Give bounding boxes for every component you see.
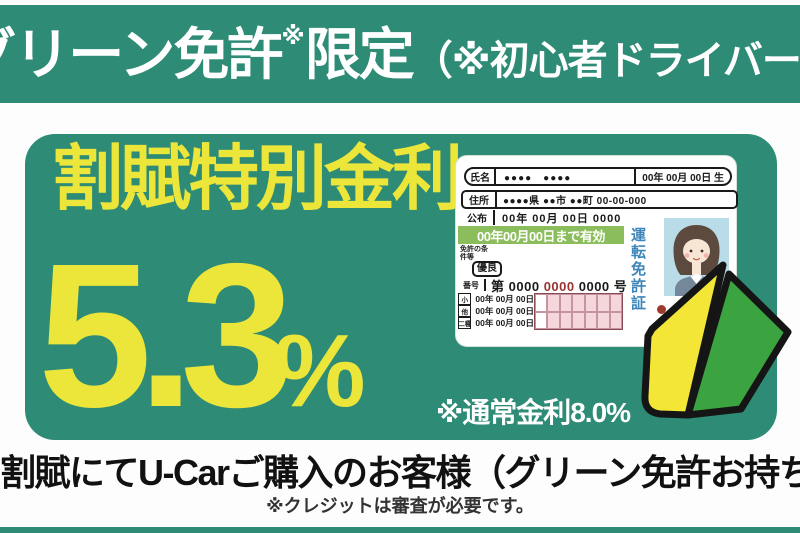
name-value: ●●●● ●●●● [504,173,572,184]
license-number-row: 番号 第 0000 0000 0000 号 [458,278,628,294]
rate-value: 5.3 [38,221,294,450]
license-issue-row: 公布 00年 00月 00日 0000 [461,210,621,225]
license-photo [664,218,729,296]
address-value: ●●●●県 ●●市 ●●町 00-00-000 [503,196,647,207]
license-history-table: 二・小・原 00年 00月 00日 他 00年 00月 00日 二種 00年 0… [458,292,534,329]
rate-percent-sign: % [273,313,366,428]
validity-bar: 00年00月00日まで有効 [458,226,624,244]
history-row: 他 00年 00月 00日 [458,304,534,317]
grade-badge: 優良 [472,261,502,277]
number-value: 第 0000 0000 0000 号 [491,278,628,294]
number-divider [484,279,486,291]
promo-headline: 割賦特別金利 [52,140,463,219]
conditions-label: 免許の条件等 [460,246,488,262]
history-row: 二・小・原 00年 00月 00日 [458,292,534,305]
license-name-row: 氏名 ●●●● ●●●● 00年 00月 00日 生 [464,167,732,186]
title-main: 限定 [304,23,415,86]
person-portrait-icon [664,218,729,296]
license-card: 氏名 ●●●● ●●●● 00年 00月 00日 生 住所 ●●●●県 ●●市 … [455,155,738,347]
top-banner: グリーン免許※限定（※初心者ドライバー） [0,5,800,103]
title-lead: グリーン免許 [0,23,283,86]
issue-label: 公布 [461,210,495,225]
issue-value: 00年 00月 00日 0000 [502,212,622,225]
number-label: 番号 [463,280,479,290]
title-paren-note: （※初心者ドライバー） [412,39,800,83]
category-grid [534,293,623,330]
seal-stamp-icon [657,305,666,314]
history-row: 二種 00年 00月 00日 [458,316,534,329]
license-side-title: 運転免許証 [629,227,646,312]
address-label: 住所 [463,192,497,207]
license-address-row: 住所 ●●●●県 ●●市 ●●町 00-00-000 [461,190,738,209]
title-asterisk-mark: ※ [281,23,305,50]
birth-date: 00年 00月 00日 生 [634,169,730,184]
footer-condition-text: 割賦にてU-Carご購入のお客様（グリーン免許お持ちの方） [0,452,800,493]
name-label: 氏名 [466,169,496,184]
top-banner-title: グリーン免許※限定（※初心者ドライバー） [0,25,800,83]
normal-rate-note: ※通常金利8.0% [436,397,631,428]
bottom-accent-strip [0,527,800,533]
footer-credit-note: ※クレジットは審査が必要です。 [266,496,534,516]
interest-rate: 5.3% [38,233,366,438]
